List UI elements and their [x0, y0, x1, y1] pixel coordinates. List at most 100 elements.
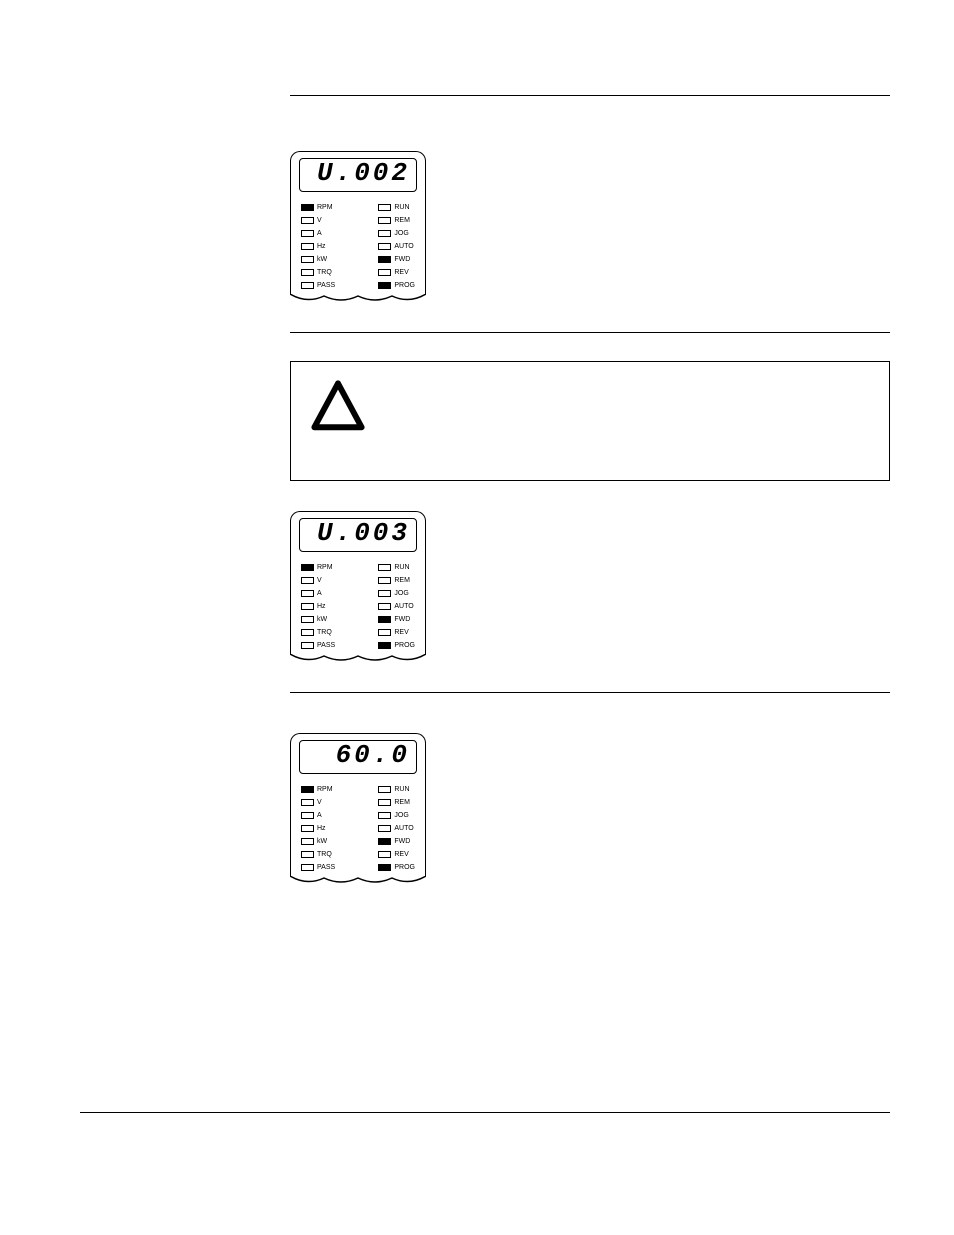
led-row: A [301, 588, 335, 598]
led-indicator [378, 642, 391, 649]
led-indicator [378, 629, 391, 636]
led-label: Hz [317, 603, 326, 610]
led-indicator [301, 629, 314, 636]
led-row: PASS [301, 640, 335, 650]
led-indicator [301, 282, 314, 289]
led-indicator [378, 616, 391, 623]
led-label: RUN [394, 564, 409, 571]
led-row: REV [378, 267, 415, 277]
panel-body: 60.0 RPM VA Hz kW TRQ PASS RUN REM JOG AUTO FWD REV… [290, 733, 426, 876]
led-row: Hz [301, 601, 335, 611]
led-label: REV [394, 851, 408, 858]
led-label: Hz [317, 825, 326, 832]
led-row: TRQ [301, 627, 335, 637]
led-row: FWD [378, 614, 415, 624]
led-indicator [378, 799, 391, 806]
led-row: PROG [378, 280, 415, 290]
led-label: RPM [317, 786, 333, 793]
led-label: JOG [394, 812, 408, 819]
led-indicator [301, 243, 314, 250]
led-row: V [301, 215, 335, 225]
panel-body: U.003 RPMVAHzkWTRQPASSRUNREMJOGAUTOFWDRE… [290, 511, 426, 654]
led-grid: RPMVAHzkWTRQPASSRUNREMJOGAUTOFWDREVPROG [299, 202, 417, 294]
led-row: REM [378, 215, 415, 225]
led-column: RPMVAHzkWTRQPASS [301, 202, 335, 290]
led-label: TRQ [317, 269, 332, 276]
led-row: A [301, 810, 335, 820]
led-indicator [378, 564, 391, 571]
led-row: kW [301, 836, 335, 846]
led-indicator [378, 864, 391, 871]
led-indicator [301, 256, 314, 263]
led-column: RUNREMJOGAUTOFWDREVPROG [378, 562, 415, 650]
keypad-panel-1: U.002 RPMVAHzkWTRQPASSRUNREMJOGAUTOFWDRE… [290, 151, 426, 304]
rule-footer [80, 1112, 890, 1113]
led-label: V [317, 799, 322, 806]
led-grid: RPM VA Hz kW TRQ PASS RUN REM JOG AUTO FWD REV PROG [299, 784, 417, 876]
rule-top [290, 95, 890, 96]
page-content: U.002 RPMVAHzkWTRQPASSRUNREMJOGAUTOFWDRE… [290, 95, 890, 896]
led-indicator [301, 577, 314, 584]
led-indicator [378, 603, 391, 610]
led-label: FWD [394, 256, 410, 263]
led-indicator [378, 217, 391, 224]
rule-mid-2 [290, 692, 890, 693]
led-row: REM [378, 797, 415, 807]
led-row: RPM [301, 784, 335, 794]
led-indicator [378, 243, 391, 250]
led-row: RPM [301, 562, 335, 572]
lcd-display: U.002 [299, 158, 417, 192]
led-label: V [317, 217, 322, 224]
led-row: PROG [378, 862, 415, 872]
led-label: FWD [394, 616, 410, 623]
led-label: REM [394, 217, 410, 224]
led-indicator [301, 564, 314, 571]
led-label: AUTO [394, 603, 413, 610]
led-row: FWD [378, 836, 415, 846]
led-label: RPM [317, 564, 333, 571]
led-label: RPM [317, 204, 333, 211]
led-row: TRQ [301, 849, 335, 859]
led-indicator [301, 217, 314, 224]
torn-edge [290, 876, 426, 886]
led-label: REM [394, 799, 410, 806]
led-row: REM [378, 575, 415, 585]
led-label: REV [394, 269, 408, 276]
led-column: RUNREMJOGAUTOFWDREVPROG [378, 202, 415, 290]
led-label: PASS [317, 282, 335, 289]
led-indicator [301, 269, 314, 276]
led-row: AUTO [378, 601, 415, 611]
led-indicator [378, 269, 391, 276]
led-indicator [378, 282, 391, 289]
led-label: A [317, 590, 322, 597]
led-label: RUN [394, 786, 409, 793]
led-row: JOG [378, 588, 415, 598]
led-label: FWD [394, 838, 410, 845]
led-indicator [301, 230, 314, 237]
led-label: A [317, 812, 322, 819]
led-row: kW [301, 614, 335, 624]
led-label: AUTO [394, 243, 413, 250]
led-row: PASS [301, 862, 335, 872]
led-row: PASS [301, 280, 335, 290]
led-row: kW [301, 254, 335, 264]
led-row: A [301, 228, 335, 238]
led-indicator [378, 838, 391, 845]
led-label: PROG [394, 282, 415, 289]
led-label: V [317, 577, 322, 584]
attention-box [290, 361, 890, 481]
lcd-display: 60.0 [299, 740, 417, 774]
led-label: PROG [394, 642, 415, 649]
led-row: JOG [378, 228, 415, 238]
led-column: RUN REM JOG AUTO FWD REV PROG [378, 784, 415, 872]
led-row: PROG [378, 640, 415, 650]
led-row: AUTO [378, 241, 415, 251]
led-column: RPM VA Hz kW TRQ PASS [301, 562, 335, 650]
led-indicator [301, 825, 314, 832]
led-label: kW [317, 838, 327, 845]
led-row: TRQ [301, 267, 335, 277]
led-indicator [378, 577, 391, 584]
led-row: REV [378, 849, 415, 859]
led-indicator [301, 864, 314, 871]
led-row: AUTO [378, 823, 415, 833]
